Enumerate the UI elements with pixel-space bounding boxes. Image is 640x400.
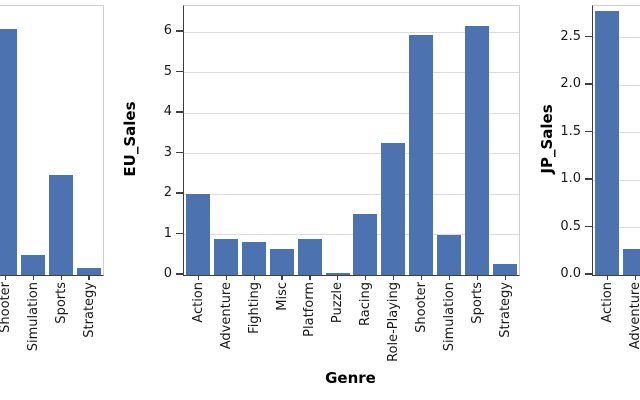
x-tick-mark (253, 275, 255, 280)
bar-simulation (437, 234, 462, 275)
bar-adventure (213, 238, 238, 275)
x-tick-label-racing: Racing (358, 282, 374, 326)
x-tick-mark (365, 275, 367, 280)
gridline-3 (184, 153, 519, 154)
x-tick-label-misc: Misc (274, 282, 290, 311)
x-tick-mark (634, 275, 636, 280)
y-tick-label-2: 2 (163, 185, 172, 200)
bar-action (185, 194, 210, 275)
gridline-6 (184, 31, 519, 33)
x-tick-mark (309, 275, 311, 280)
x-tick-label-shooter: Shooter (0, 282, 13, 333)
bar-simulation (21, 254, 46, 275)
bar-sports (49, 174, 74, 275)
x-tick-mark (60, 275, 62, 280)
bar-strategy (77, 268, 102, 275)
y-tick-mark (176, 273, 183, 275)
bar-strategy (493, 263, 518, 275)
gridline-5 (184, 72, 519, 73)
x-tick-mark (421, 275, 423, 280)
x-tick-label-sports: Sports (53, 282, 69, 324)
y-tick-mark (176, 30, 183, 32)
x-tick-label-fighting: Fighting (246, 282, 262, 334)
y-tick-mark (176, 192, 183, 194)
x-tick-mark (225, 275, 227, 280)
y-tick-label-3: 3 (163, 144, 172, 160)
bar-platform (297, 238, 322, 275)
x-tick-mark (504, 275, 506, 280)
x-tick-label-action: Action (599, 282, 615, 323)
x-tick-mark (448, 275, 451, 280)
x-tick-mark (197, 275, 199, 280)
x-tick-mark (476, 275, 479, 280)
y-tick-label-5: 5 (163, 63, 172, 79)
x-tick-label-simulation: Simulation (442, 282, 458, 352)
y-tick-mark (585, 273, 592, 275)
gridline-1 (184, 234, 519, 235)
x-tick-mark (337, 275, 339, 280)
y-tick-mark (176, 151, 183, 154)
bar-puzzle (325, 272, 350, 275)
y-tick-label-1.5: 1.5 (560, 123, 581, 139)
y-tick-mark (176, 232, 183, 235)
y-tick-label-6: 6 (163, 23, 172, 38)
bar-fighting (241, 241, 266, 275)
bar-adventure (622, 249, 640, 275)
x-tick-label-action: Action (190, 282, 206, 323)
y-tick-label-0.0: 0.0 (560, 266, 581, 281)
gridline-2 (184, 193, 519, 195)
y-tick-label-4: 4 (163, 104, 172, 119)
x-tick-label-role-playing: Role-Playing (386, 282, 402, 362)
bar-shooter (0, 29, 18, 275)
y-tick-mark (585, 83, 592, 85)
x-tick-mark (281, 275, 283, 280)
x-tick-mark (606, 275, 608, 280)
x-tick-mark (4, 275, 6, 280)
y-tick-mark (176, 111, 183, 113)
x-tick-label-puzzle: Puzzle (330, 282, 346, 324)
y-tick-label-2.5: 2.5 (560, 28, 581, 44)
x-tick-mark (32, 275, 34, 280)
y-tick-mark (585, 130, 592, 133)
x-tick-label-sports: Sports (469, 282, 485, 324)
y-tick-label-0.5: 0.5 (560, 218, 581, 234)
y-tick-label-1.0: 1.0 (560, 171, 581, 186)
facet-panel-jp-sales (592, 5, 640, 276)
bar-sports (465, 25, 490, 275)
x-tick-label-strategy: Strategy (497, 282, 513, 338)
x-tick-label-adventure: Adventure (218, 282, 234, 350)
facet-panel-eu-sales (183, 5, 520, 276)
y-tick-label-2.0: 2.0 (560, 76, 581, 91)
x-tick-mark (88, 275, 90, 280)
bar-action (594, 10, 619, 275)
y-tick-mark (176, 70, 183, 73)
x-tick-label-platform: Platform (302, 282, 318, 337)
y-tick-mark (585, 225, 592, 228)
x-tick-mark (393, 275, 395, 280)
y-tick-mark (585, 35, 592, 38)
bar-racing (353, 214, 378, 275)
x-tick-label-shooter: Shooter (414, 282, 430, 333)
y-tick-label-1: 1 (163, 225, 172, 241)
x-tick-label-adventure: Adventure (627, 282, 640, 350)
bar-role-playing (381, 143, 406, 275)
gridline-4 (184, 112, 519, 114)
x-tick-label-strategy: Strategy (81, 282, 97, 338)
bar-misc (269, 249, 294, 275)
y-tick-label-0: 0 (163, 266, 172, 281)
x-tick-label-simulation: Simulation (25, 282, 41, 352)
y-tick-mark (585, 178, 592, 180)
genre-x-axis-title: Genre (325, 369, 376, 387)
facet-panel-left-facet-cropped (0, 5, 104, 276)
bar-shooter (409, 34, 434, 275)
